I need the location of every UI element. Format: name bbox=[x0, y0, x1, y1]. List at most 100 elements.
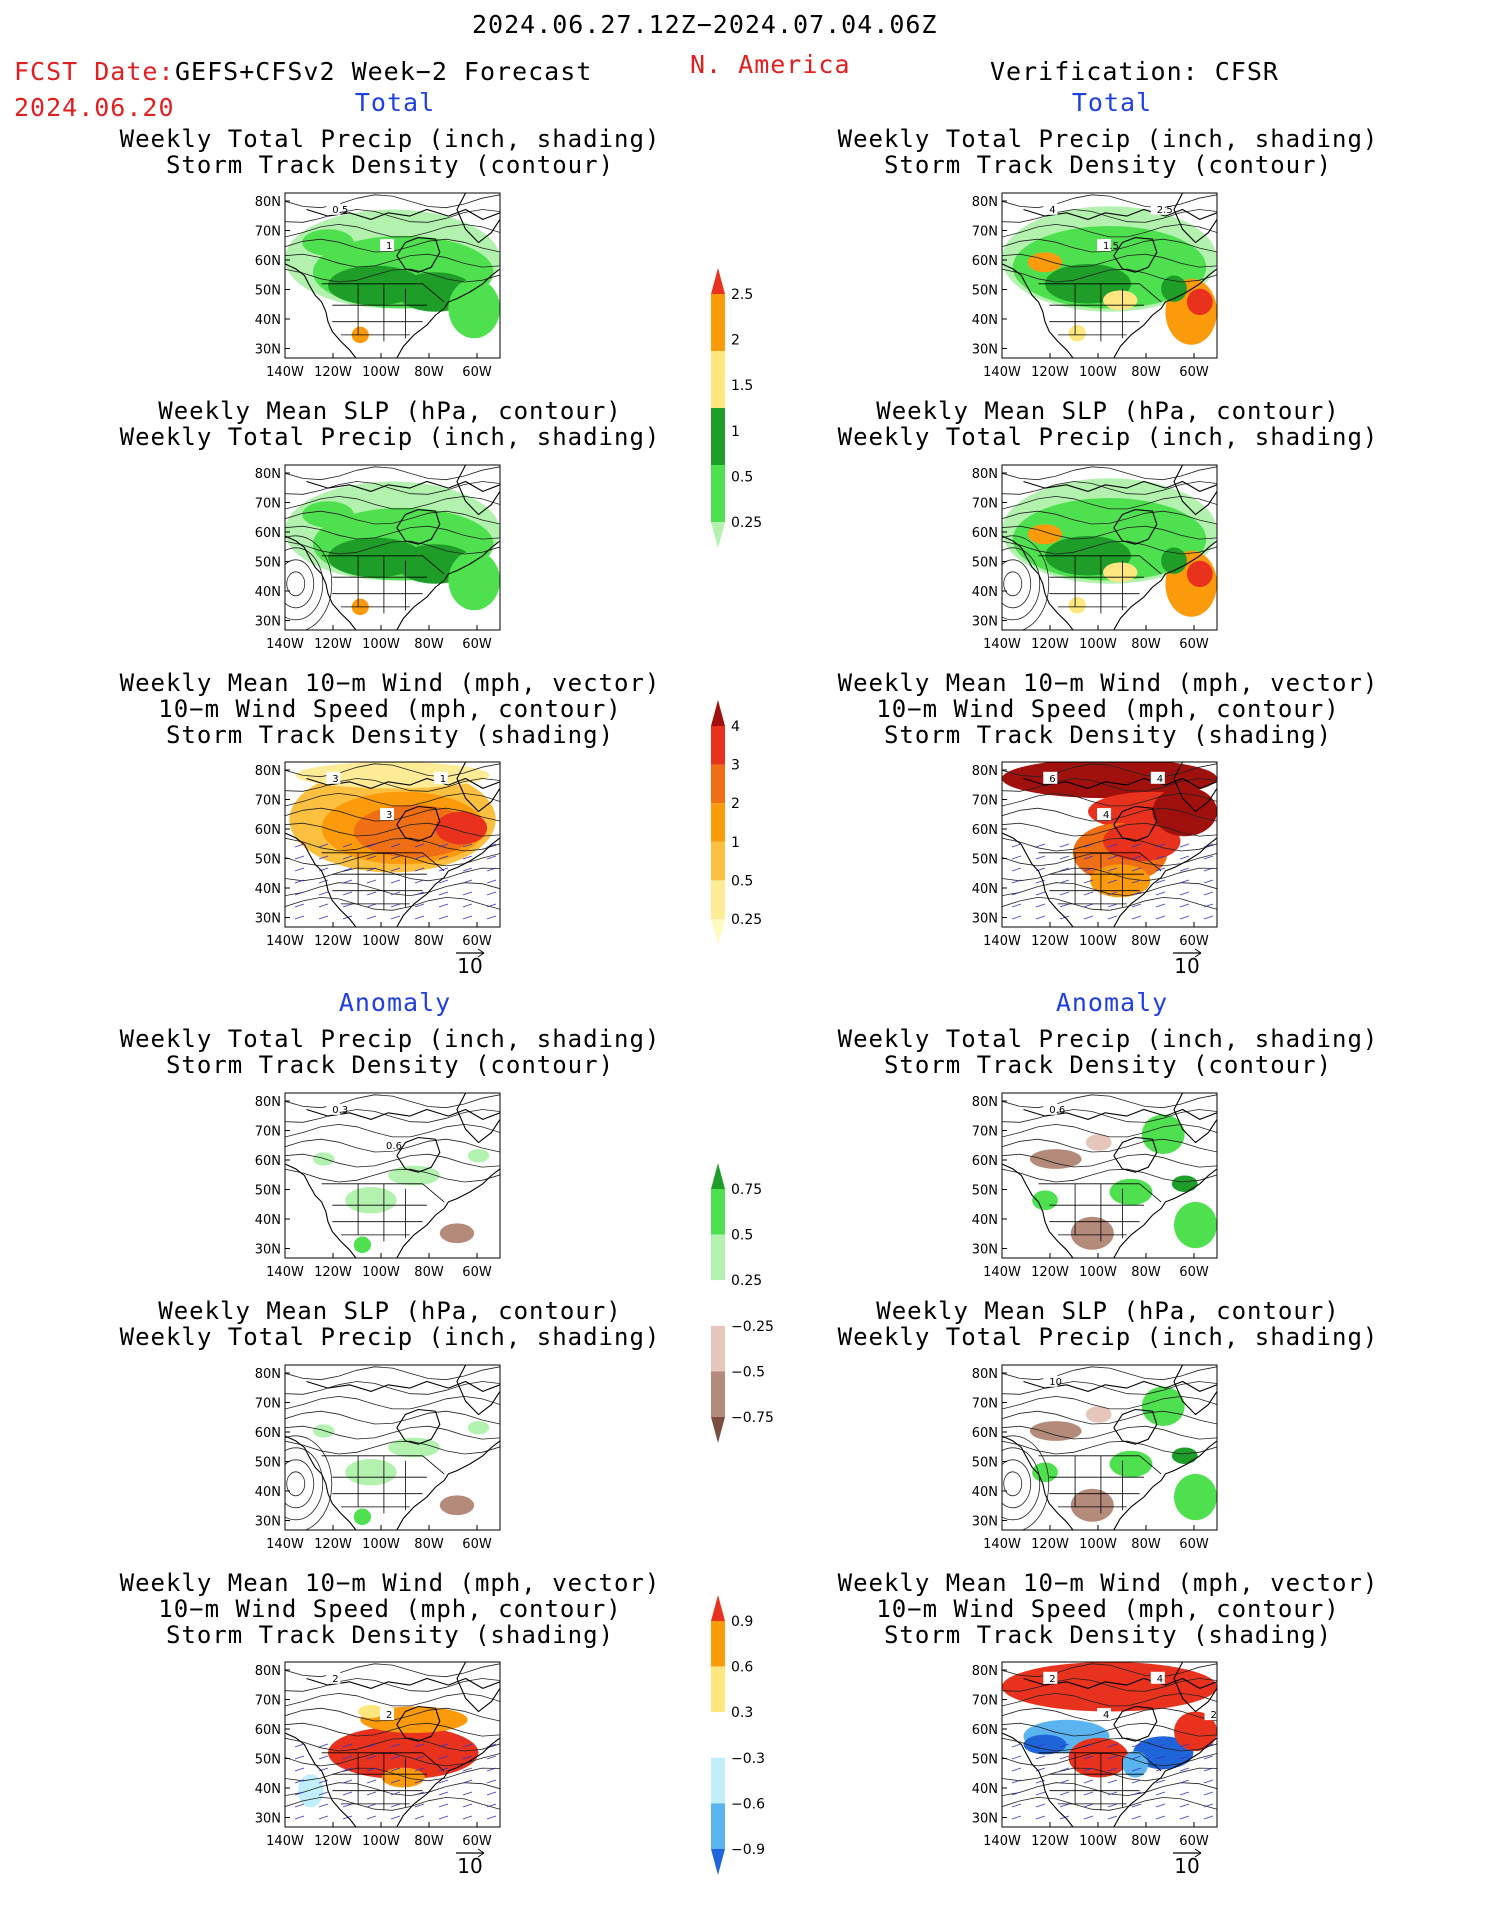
lat-label: 50N bbox=[972, 284, 998, 299]
shading-patch bbox=[388, 1165, 440, 1186]
title-line: Storm Track Density (contour) bbox=[883, 151, 1333, 179]
lat-label: 30N bbox=[255, 912, 281, 927]
wind-vector bbox=[1155, 1755, 1166, 1760]
map-panel-v-wind-storm: 6 4 4 80N 70N 60N 50N 40N 30N 140W 120W 100W 80W 60W 1… bbox=[972, 761, 1218, 978]
coastline bbox=[1002, 1732, 1074, 1827]
wind-vector bbox=[1107, 1803, 1118, 1808]
lon-label: 60W bbox=[1179, 365, 1209, 380]
wind-vector bbox=[1059, 843, 1070, 848]
fcst-date-label: FCST Date: bbox=[14, 57, 175, 86]
verification-label: Verification: CFSR bbox=[990, 57, 1279, 86]
wind-vector bbox=[1059, 1767, 1070, 1772]
contour-line bbox=[1002, 1767, 1217, 1782]
contour-line bbox=[1002, 763, 1217, 778]
wind-vector bbox=[366, 915, 377, 920]
contour-line bbox=[1003, 1471, 1023, 1497]
greenland-coast bbox=[1173, 1662, 1217, 1713]
wind-vector bbox=[294, 1767, 305, 1772]
colorbar-segment bbox=[711, 294, 725, 351]
colorbar-precip-total: 2.5 2 1.5 1 0.5 0.25 bbox=[711, 268, 762, 548]
wind-vector bbox=[318, 903, 329, 908]
wind-vector bbox=[1203, 1743, 1214, 1748]
contour-label-bg bbox=[1097, 1708, 1112, 1721]
contour-line bbox=[285, 867, 500, 882]
lon-label: 140W bbox=[266, 1834, 304, 1849]
lon-label: 120W bbox=[314, 637, 352, 652]
contour-line bbox=[1002, 1366, 1217, 1381]
colorbar-tip-bottom bbox=[711, 1849, 725, 1875]
wind-vector bbox=[294, 879, 305, 884]
colorbar-segment bbox=[711, 351, 725, 408]
lat-label: 30N bbox=[255, 1812, 281, 1827]
contour-label: 4 bbox=[1103, 810, 1109, 821]
greenland-coast bbox=[1173, 465, 1217, 516]
state-border bbox=[422, 852, 445, 872]
coastline bbox=[285, 1732, 357, 1827]
wind-vector bbox=[342, 867, 353, 872]
shading-patch bbox=[439, 1495, 475, 1516]
state-border bbox=[1139, 283, 1162, 303]
lat-label: 30N bbox=[972, 343, 998, 358]
lon-label: 100W bbox=[1079, 1834, 1117, 1849]
arctic-coast bbox=[306, 777, 500, 790]
wind-vector bbox=[366, 1755, 377, 1760]
wind-vector bbox=[414, 1779, 425, 1784]
colorbar-label: 0.5 bbox=[731, 1228, 753, 1244]
shading-patch bbox=[1027, 524, 1063, 545]
contour-line bbox=[1002, 1707, 1217, 1722]
title-line: Storm Track Density (shading) bbox=[165, 721, 615, 749]
date-range: 2024.06.27.12Z−2024.07.04.06Z bbox=[472, 10, 938, 39]
contour-line bbox=[1002, 1410, 1217, 1425]
lon-label: 60W bbox=[1179, 1834, 1209, 1849]
contour-label-bg bbox=[1043, 1671, 1058, 1684]
title-line: Weekly Total Precip (inch, shading) bbox=[119, 1323, 661, 1351]
lon-label: 100W bbox=[362, 637, 400, 652]
wind-vector bbox=[318, 879, 329, 884]
title-f-precip-storm: Weekly Total Precip (inch, shading) Stor… bbox=[110, 126, 670, 178]
title-line: Weekly Mean SLP (hPa, contour) bbox=[876, 397, 1340, 425]
contour-line bbox=[1002, 837, 1217, 852]
wind-vector bbox=[366, 1743, 377, 1748]
wind-vector bbox=[366, 891, 377, 896]
wind-vector bbox=[342, 1767, 353, 1772]
title-v-slp-precip: Weekly Mean SLP (hPa, contour) Weekly To… bbox=[828, 398, 1388, 450]
lon-label: 100W bbox=[1079, 1265, 1117, 1280]
wind-vector bbox=[414, 1743, 425, 1748]
wind-vector bbox=[1155, 1815, 1166, 1820]
wind-vector bbox=[390, 1755, 401, 1760]
hudson-bay bbox=[396, 509, 441, 545]
shading-patch bbox=[297, 1774, 324, 1808]
map-frame bbox=[284, 1661, 501, 1828]
lat-label: 50N bbox=[972, 1753, 998, 1768]
vector-reference-head bbox=[477, 1848, 485, 1858]
contour-line bbox=[285, 466, 500, 481]
wind-vector bbox=[390, 1779, 401, 1784]
wind-vector bbox=[1083, 1791, 1094, 1796]
colorbar-label: 0.25 bbox=[731, 912, 762, 928]
wind-vector bbox=[1059, 855, 1070, 860]
title-line: Weekly Total Precip (inch, shading) bbox=[837, 125, 1379, 153]
colorbar-label: 1.5 bbox=[731, 378, 753, 394]
lon-label: 80W bbox=[414, 934, 444, 949]
coastline bbox=[1002, 1435, 1074, 1530]
wind-vector bbox=[390, 855, 401, 860]
wind-vector bbox=[462, 1803, 473, 1808]
wind-vector bbox=[1035, 855, 1046, 860]
arctic-coast bbox=[306, 1677, 500, 1690]
lat-label: 60N bbox=[972, 526, 998, 541]
contour-line bbox=[285, 1366, 500, 1381]
shading-patch bbox=[353, 1508, 371, 1526]
colorbar-segment bbox=[711, 1325, 725, 1372]
wind-vector bbox=[462, 1755, 473, 1760]
map-frame bbox=[1001, 1364, 1218, 1531]
contour-line bbox=[285, 1094, 500, 1109]
colorbar-segment bbox=[711, 408, 725, 465]
wind-vector bbox=[462, 855, 473, 860]
wind-vector bbox=[390, 1767, 401, 1772]
coastline bbox=[396, 540, 500, 630]
contour-line bbox=[1002, 495, 1217, 510]
lon-label: 120W bbox=[314, 1265, 352, 1280]
contour-label: 6 bbox=[1049, 774, 1055, 785]
